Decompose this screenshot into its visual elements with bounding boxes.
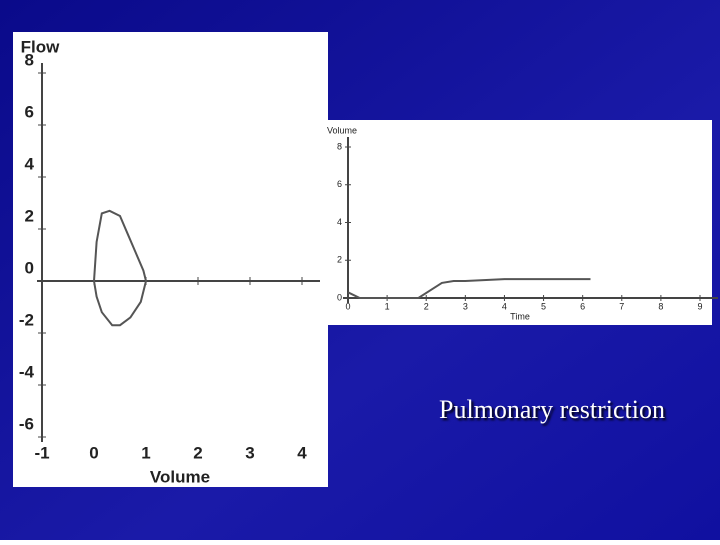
x-tick-label: 1	[141, 443, 150, 462]
x-tick-label: 0	[89, 443, 98, 462]
x-tick-label: 4	[297, 443, 307, 462]
y-tick-label: 0	[337, 292, 342, 302]
x-tick-label: 9	[697, 301, 702, 311]
x-axis-label: Volume	[150, 467, 210, 486]
y-tick-label: 6	[337, 179, 342, 189]
y-tick-label: -6	[19, 414, 34, 433]
panel	[13, 32, 328, 487]
x-tick-label: 1	[385, 301, 390, 311]
y-axis-label: Volume	[327, 125, 357, 135]
x-tick-label: 4	[502, 301, 507, 311]
caption: Pulmonary restriction	[439, 395, 665, 424]
x-axis-label: Time	[510, 311, 530, 321]
x-tick-label: 6	[580, 301, 585, 311]
y-tick-label: -4	[19, 362, 35, 381]
y-axis-label: Flow	[21, 37, 60, 56]
y-tick-label: -2	[19, 310, 34, 329]
data-line	[93, 209, 148, 327]
x-tick-label: 5	[541, 301, 546, 311]
y-tick-label: 2	[337, 255, 342, 265]
x-tick-label: 7	[619, 301, 624, 311]
y-tick-label: 4	[337, 217, 342, 227]
x-tick-label: 2	[193, 443, 202, 462]
x-tick-label: 8	[658, 301, 663, 311]
data-line	[347, 278, 591, 299]
y-tick-label: 0	[25, 258, 34, 277]
x-tick-label: 3	[463, 301, 468, 311]
x-tick-label: -1	[34, 443, 49, 462]
panel	[320, 120, 712, 325]
x-tick-label: 3	[245, 443, 254, 462]
y-tick-label: 8	[25, 50, 34, 69]
y-tick-label: 8	[337, 141, 342, 151]
x-tick-label: 0	[345, 301, 350, 311]
y-tick-label: 6	[25, 102, 34, 121]
x-tick-label: 2	[424, 301, 429, 311]
y-tick-label: 4	[25, 154, 35, 173]
y-tick-label: 2	[25, 206, 34, 225]
